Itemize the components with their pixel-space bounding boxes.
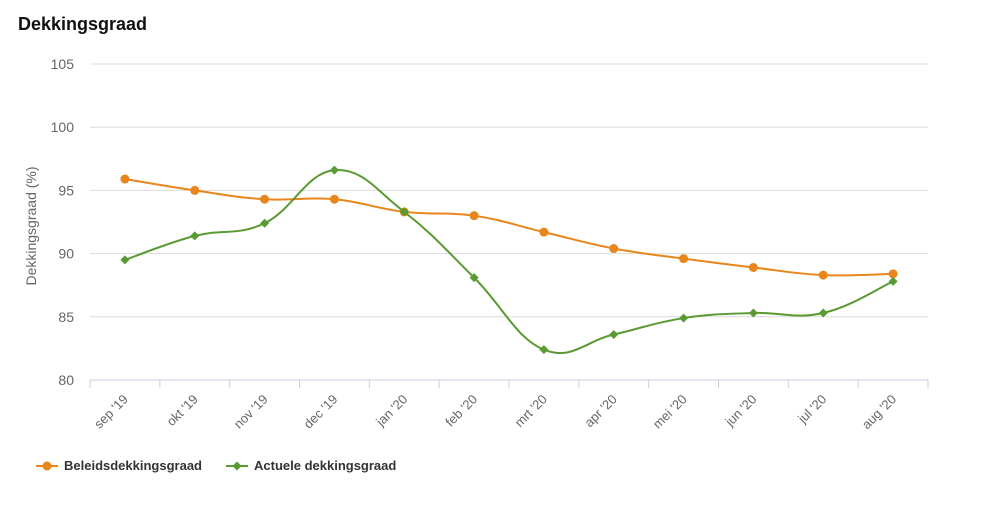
x-tick-label: jan '20 [372,392,410,430]
y-tick-label: 100 [51,119,75,135]
data-point [539,345,549,355]
x-tick-label: sep '19 [91,392,131,432]
data-point [818,270,828,280]
data-point [748,263,758,273]
data-point [888,269,898,279]
x-tick-label: aug '20 [859,392,899,432]
data-point [329,194,339,204]
data-point [190,231,200,241]
x-tick-label: jun '20 [721,392,759,430]
data-point [120,174,130,184]
x-tick-label: dec '19 [301,392,341,432]
x-tick-label: mrt '20 [512,392,550,430]
data-point [399,207,409,217]
x-tick-label: jul '20 [794,392,829,427]
data-point [609,244,619,254]
y-tick-label: 80 [58,372,74,388]
data-point [539,227,549,237]
y-tick-label: 105 [51,56,75,72]
chart-title: Dekkingsgraad [18,14,148,34]
y-axis-title: Dekkingsgraad (%) [23,166,39,285]
data-point [190,185,200,195]
data-point [679,254,689,264]
legend-label: Actuele dekkingsgraad [254,458,397,473]
data-point [469,273,479,283]
x-tick-label: okt '19 [163,392,200,429]
data-point [818,308,828,318]
series-line-beleidsdekkingsgraad [124,178,894,277]
y-tick-label: 95 [58,182,74,198]
data-point [260,218,270,228]
y-tick-label: 90 [58,246,74,262]
chart-legend: Beleidsdekkingsgraad Actuele dekkingsgraa… [36,458,396,473]
x-tick-label: feb '20 [442,392,480,430]
legend-symbol [226,461,248,470]
legend-item-beleidsdekkingsgraad[interactable]: Beleidsdekkingsgraad [36,458,202,473]
legend-label: Beleidsdekkingsgraad [64,458,202,473]
data-point [609,329,619,339]
x-tick-label: nov '19 [231,392,271,432]
data-point [748,308,758,318]
legend-symbol [36,461,58,470]
data-point [120,255,130,265]
data-point [679,313,689,323]
data-point [329,165,339,175]
data-point [469,211,479,221]
x-tick-label: apr '20 [581,392,619,430]
y-tick-label: 85 [58,309,74,325]
data-point [888,276,898,286]
legend-item-actuele-dekkingsgraad[interactable]: Actuele dekkingsgraad [226,458,396,473]
data-point [260,194,270,204]
x-tick-label: mei '20 [650,392,690,432]
